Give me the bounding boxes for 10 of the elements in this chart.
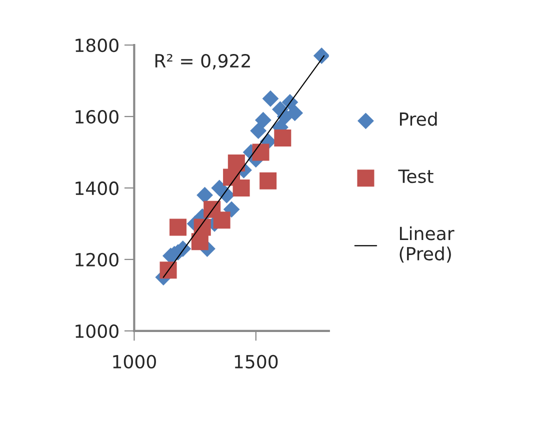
- annotation: R² = 0,922: [155, 54, 250, 70]
- y-tick-label: 1800: [76, 38, 118, 52]
- y-tick-label: 1200: [76, 252, 118, 267]
- y-tick-label: 1600: [76, 110, 118, 124]
- y-tick-label: 1000: [76, 324, 118, 338]
- y-tick-label: 1400: [76, 181, 118, 196]
- x-tick-label: 1500: [234, 354, 278, 368]
- legend-label: Pred: [400, 112, 437, 126]
- legend-label: Linear (Pred): [400, 226, 454, 263]
- legend-label: Test: [398, 170, 434, 184]
